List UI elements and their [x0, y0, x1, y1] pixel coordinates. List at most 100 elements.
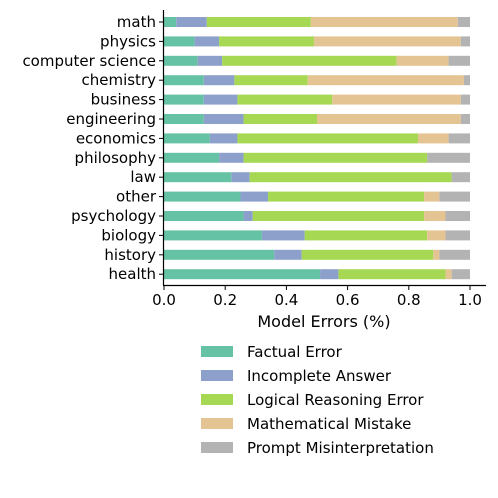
bar-other-mathematical-mistake — [424, 191, 440, 202]
x-tick-label: 0.6 — [336, 291, 360, 309]
bar-biology-incomplete-answer — [261, 230, 305, 241]
bar-law-factual-error — [164, 172, 232, 183]
bar-computer-science-prompt-misinterpretation — [448, 55, 470, 66]
bar-physics-incomplete-answer — [194, 36, 220, 47]
bar-business-prompt-misinterpretation — [460, 94, 470, 105]
y-tick-label-biology: biology — [101, 226, 156, 244]
x-axis-label: Model Errors (%) — [257, 312, 390, 331]
legend: Factual Error Incomplete Answer Logical Re… — [201, 343, 434, 457]
legend-label-logical-reasoning-error: Logical Reasoning Error — [247, 391, 424, 409]
bar-philosophy-incomplete-answer — [219, 152, 244, 163]
bar-physics-factual-error — [164, 36, 195, 47]
bar-chemistry-prompt-misinterpretation — [463, 75, 470, 86]
bar-health-logical-reasoning-error — [338, 269, 446, 280]
bar-history-incomplete-answer — [274, 249, 302, 260]
bar-chemistry-logical-reasoning-error — [234, 75, 308, 86]
bar-computer-science-factual-error — [164, 55, 198, 66]
bar-philosophy-prompt-misinterpretation — [427, 152, 470, 163]
bar-physics-logical-reasoning-error — [219, 36, 314, 47]
legend-label-mathematical-mistake: Mathematical Mistake — [247, 415, 411, 433]
bar-engineering-factual-error — [164, 114, 204, 124]
legend-swatch-prompt-misinterpretation — [201, 442, 233, 453]
bar-business-factual-error — [164, 94, 204, 105]
bar-business-logical-reasoning-error — [237, 94, 333, 105]
bar-law-prompt-misinterpretation — [451, 172, 470, 183]
bar-health-mathematical-mistake — [445, 269, 452, 280]
bar-engineering-logical-reasoning-error — [243, 114, 317, 124]
bar-other-logical-reasoning-error — [268, 191, 425, 202]
bar-history-factual-error — [164, 249, 275, 260]
bar-math-factual-error — [164, 17, 177, 27]
y-tick-label-health: health — [109, 265, 156, 283]
legend-label-incomplete-answer: Incomplete Answer — [247, 367, 392, 385]
bar-math-incomplete-answer — [176, 17, 207, 27]
bar-health-prompt-misinterpretation — [451, 269, 470, 280]
bar-psychology-prompt-misinterpretation — [445, 211, 470, 221]
y-tick-label-math: math — [117, 13, 156, 31]
bar-math-mathematical-mistake — [310, 17, 458, 27]
bar-physics-mathematical-mistake — [313, 36, 461, 47]
bar-health-incomplete-answer — [320, 269, 339, 280]
bar-computer-science-mathematical-mistake — [396, 55, 449, 66]
y-tick-label-engineering: engineering — [66, 110, 156, 128]
bar-economics-prompt-misinterpretation — [448, 133, 470, 144]
bar-math-logical-reasoning-error — [206, 17, 311, 27]
bar-engineering-prompt-misinterpretation — [460, 114, 470, 124]
legend-label-prompt-misinterpretation: Prompt Misinterpretation — [247, 439, 434, 457]
y-tick-label-psychology: psychology — [71, 207, 156, 225]
bar-biology-logical-reasoning-error — [304, 230, 428, 241]
bar-history-logical-reasoning-error — [301, 249, 434, 260]
y-tick-label-history: history — [104, 246, 156, 264]
bar-physics-prompt-misinterpretation — [460, 36, 470, 47]
bar-chemistry-mathematical-mistake — [307, 75, 464, 86]
bar-chemistry-factual-error — [164, 75, 204, 86]
bar-economics-factual-error — [164, 133, 210, 144]
bar-engineering-incomplete-answer — [203, 114, 244, 124]
legend-swatch-factual-error — [201, 346, 233, 357]
y-tick-label-economics: economics — [76, 129, 156, 147]
bar-psychology-mathematical-mistake — [424, 211, 446, 221]
bar-psychology-incomplete-answer — [243, 211, 253, 221]
x-tick-label: 0.0 — [152, 291, 176, 309]
legend-swatch-incomplete-answer — [201, 370, 233, 381]
y-tick-label-physics: physics — [100, 32, 156, 50]
bar-biology-prompt-misinterpretation — [445, 230, 470, 241]
bars-group — [164, 17, 470, 280]
bar-other-incomplete-answer — [240, 191, 269, 202]
bar-health-factual-error — [164, 269, 321, 280]
y-tick-label-law: law — [130, 168, 156, 186]
x-ticks-group: 0.0 0.2 0.4 0.6 0.8 1.0 — [152, 286, 482, 309]
bar-economics-mathematical-mistake — [417, 133, 449, 144]
bar-psychology-logical-reasoning-error — [252, 211, 425, 221]
bar-computer-science-logical-reasoning-error — [222, 55, 397, 66]
x-tick-label: 0.8 — [397, 291, 421, 309]
y-tick-label-philosophy: philosophy — [75, 149, 157, 167]
y-tick-label-other: other — [116, 188, 157, 206]
bar-psychology-factual-error — [164, 211, 244, 221]
bar-chemistry-incomplete-answer — [203, 75, 235, 86]
bar-business-incomplete-answer — [203, 94, 238, 105]
y-tick-label-chemistry: chemistry — [81, 71, 156, 89]
legend-swatch-mathematical-mistake — [201, 418, 233, 429]
x-tick-label: 0.4 — [274, 291, 298, 309]
bar-biology-factual-error — [164, 230, 262, 241]
bar-math-prompt-misinterpretation — [457, 17, 470, 27]
bar-economics-logical-reasoning-error — [237, 133, 418, 144]
bar-biology-mathematical-mistake — [427, 230, 446, 241]
bar-law-logical-reasoning-error — [249, 172, 452, 183]
bar-history-mathematical-mistake — [433, 249, 440, 260]
bar-other-prompt-misinterpretation — [439, 191, 470, 202]
bar-law-incomplete-answer — [231, 172, 250, 183]
bar-philosophy-logical-reasoning-error — [243, 152, 428, 163]
bar-engineering-mathematical-mistake — [317, 114, 461, 124]
y-tick-label-business: business — [91, 91, 157, 109]
x-tick-label: 1.0 — [458, 291, 482, 309]
bar-business-mathematical-mistake — [332, 94, 461, 105]
bar-economics-incomplete-answer — [209, 133, 238, 144]
legend-label-factual-error: Factual Error — [247, 343, 343, 361]
bar-computer-science-incomplete-answer — [197, 55, 223, 66]
bar-philosophy-factual-error — [164, 152, 220, 163]
legend-swatch-logical-reasoning-error — [201, 394, 233, 405]
